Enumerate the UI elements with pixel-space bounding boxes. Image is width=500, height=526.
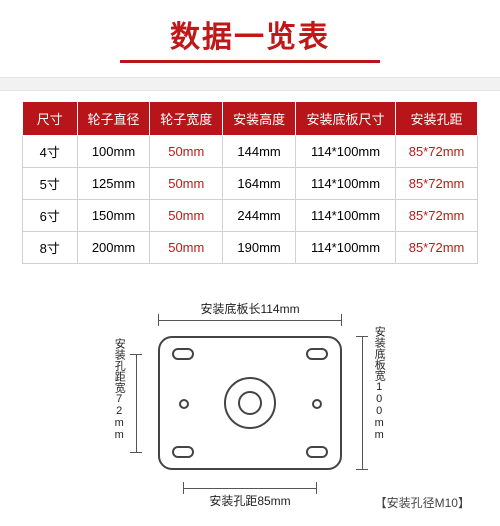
table-row: 5寸125mm50mm164mm114*100mm85*72mm	[23, 168, 478, 200]
table-cell: 114*100mm	[295, 168, 395, 200]
dim-bottom-label: 安装孔距85mm	[183, 494, 317, 508]
table-cell: 164mm	[223, 168, 296, 200]
table-header-cell: 安装孔距	[396, 102, 478, 136]
table-row: 4寸100mm50mm144mm114*100mm85*72mm	[23, 136, 478, 168]
mounting-slot	[172, 348, 194, 360]
dim-tick	[130, 354, 142, 355]
table-cell: 6寸	[23, 200, 78, 232]
table-cell: 4寸	[23, 136, 78, 168]
table-cell: 150mm	[77, 200, 150, 232]
data-table: 尺寸轮子直径轮子宽度安装高度安装底板尺寸安装孔距 4寸100mm50mm144m…	[22, 101, 478, 264]
table-row: 8寸200mm50mm190mm114*100mm85*72mm	[23, 232, 478, 264]
table-cell: 190mm	[223, 232, 296, 264]
title-section: 数据一览表	[0, 0, 500, 69]
table-cell: 85*72mm	[396, 200, 478, 232]
table-cell: 114*100mm	[295, 232, 395, 264]
data-table-wrap: 尺寸轮子直径轮子宽度安装高度安装底板尺寸安装孔距 4寸100mm50mm144m…	[0, 101, 500, 264]
dim-left-label: 安装孔距宽72mm	[112, 338, 125, 441]
table-cell: 50mm	[150, 136, 223, 168]
table-header-cell: 安装高度	[223, 102, 296, 136]
table-cell: 50mm	[150, 168, 223, 200]
table-header-cell: 轮子宽度	[150, 102, 223, 136]
dim-tick	[183, 482, 184, 494]
table-cell: 85*72mm	[396, 136, 478, 168]
dim-bottom-line	[183, 488, 317, 489]
table-row: 6寸150mm50mm244mm114*100mm85*72mm	[23, 200, 478, 232]
dim-right-line	[362, 336, 363, 470]
table-cell: 114*100mm	[295, 200, 395, 232]
page-title: 数据一览表	[170, 12, 330, 56]
dim-tick	[356, 336, 368, 337]
table-header-cell: 尺寸	[23, 102, 78, 136]
table-cell: 144mm	[223, 136, 296, 168]
plate-diagram: 安装底板长114mm 安装孔距宽72mm 安装底板宽100mm 安装孔距85mm…	[0, 276, 500, 526]
hub-inner	[238, 391, 262, 415]
mounting-hole	[312, 399, 322, 409]
table-cell: 5寸	[23, 168, 78, 200]
dim-top-line	[158, 320, 342, 321]
table-cell: 50mm	[150, 232, 223, 264]
mounting-slot	[172, 446, 194, 458]
table-cell: 200mm	[77, 232, 150, 264]
table-cell: 85*72mm	[396, 232, 478, 264]
diagram-footnote: 【安装孔径M10】	[375, 494, 470, 511]
table-cell: 125mm	[77, 168, 150, 200]
dim-right-label: 安装底板宽100mm	[372, 326, 385, 441]
table-header-cell: 轮子直径	[77, 102, 150, 136]
mounting-hole	[179, 399, 189, 409]
separator-bar	[0, 77, 500, 91]
mounting-slot	[306, 446, 328, 458]
title-underline	[120, 60, 380, 63]
dim-tick	[356, 469, 368, 470]
table-cell: 100mm	[77, 136, 150, 168]
table-cell: 8寸	[23, 232, 78, 264]
dim-tick	[130, 452, 142, 453]
table-header-cell: 安装底板尺寸	[295, 102, 395, 136]
table-cell: 114*100mm	[295, 136, 395, 168]
table-cell: 85*72mm	[396, 168, 478, 200]
table-cell: 50mm	[150, 200, 223, 232]
dim-left-line	[136, 354, 137, 452]
table-cell: 244mm	[223, 200, 296, 232]
mounting-slot	[306, 348, 328, 360]
dim-tick	[316, 482, 317, 494]
dim-top-label: 安装底板长114mm	[158, 302, 342, 316]
